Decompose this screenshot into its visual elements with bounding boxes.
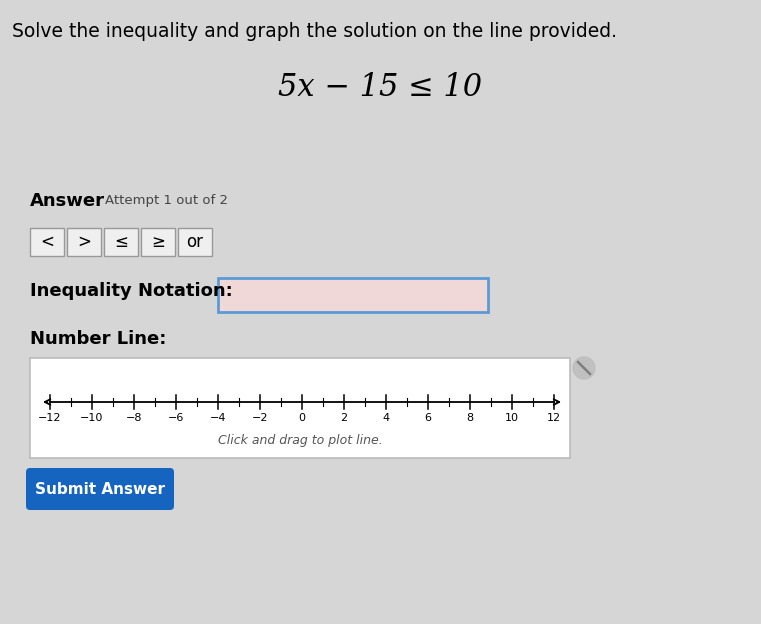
Text: 5x − 15 ≤ 10: 5x − 15 ≤ 10 (278, 72, 482, 103)
FancyBboxPatch shape (104, 228, 138, 256)
FancyBboxPatch shape (30, 358, 570, 458)
Text: Attempt 1 out of 2: Attempt 1 out of 2 (105, 194, 228, 207)
Text: −6: −6 (168, 413, 184, 423)
Text: ≤: ≤ (114, 233, 128, 251)
Text: Submit Answer: Submit Answer (35, 482, 165, 497)
Text: −10: −10 (81, 413, 103, 423)
FancyBboxPatch shape (141, 228, 175, 256)
Text: 0: 0 (298, 413, 305, 423)
Text: <: < (40, 233, 54, 251)
Text: −4: −4 (210, 413, 226, 423)
Text: −8: −8 (126, 413, 142, 423)
FancyBboxPatch shape (26, 468, 174, 510)
FancyBboxPatch shape (218, 278, 488, 312)
Text: 10: 10 (505, 413, 519, 423)
FancyBboxPatch shape (178, 228, 212, 256)
Circle shape (573, 357, 595, 379)
Text: 6: 6 (425, 413, 431, 423)
Text: ≥: ≥ (151, 233, 165, 251)
Text: Solve the inequality and graph the solution on the line provided.: Solve the inequality and graph the solut… (12, 22, 617, 41)
Text: −2: −2 (252, 413, 268, 423)
Text: Answer: Answer (30, 192, 105, 210)
Text: 12: 12 (547, 413, 561, 423)
Text: 4: 4 (383, 413, 390, 423)
FancyBboxPatch shape (30, 228, 64, 256)
Text: 8: 8 (466, 413, 473, 423)
Text: >: > (77, 233, 91, 251)
Text: Click and drag to plot line.: Click and drag to plot line. (218, 434, 382, 447)
Text: −12: −12 (38, 413, 62, 423)
Text: 2: 2 (340, 413, 348, 423)
Text: or: or (186, 233, 203, 251)
FancyBboxPatch shape (67, 228, 101, 256)
Text: Number Line:: Number Line: (30, 330, 167, 348)
Text: Inequality Notation:: Inequality Notation: (30, 282, 233, 300)
